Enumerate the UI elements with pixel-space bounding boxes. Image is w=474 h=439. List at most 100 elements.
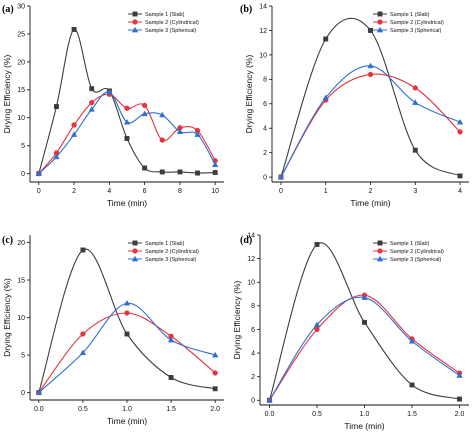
- data-point: [124, 331, 130, 337]
- data-point: [106, 88, 113, 95]
- legend-entry: Sample 2 (Cylindrical): [145, 20, 199, 26]
- legend-marker: [376, 26, 384, 33]
- series-2: [36, 91, 218, 177]
- panel-label: (b): [240, 4, 252, 15]
- chart-panel-3: (c) 0 5 10 15 20 0.0 0.5 1.0 1.5 2.0 Time (min) Dryi…: [2, 235, 224, 426]
- panel-label: (c): [2, 235, 13, 246]
- series-1: [36, 247, 218, 395]
- series-1: [36, 27, 218, 177]
- legend-entry: Sample 1 (Slab): [145, 12, 185, 18]
- data-point: [266, 397, 273, 403]
- series-line: [38, 248, 216, 393]
- series-line: [269, 294, 460, 401]
- legend-entry: Sample 3 (Spherical): [145, 28, 197, 34]
- data-point: [70, 131, 78, 137]
- panel-label: (a): [2, 4, 14, 15]
- legend-entry: Sample 1 (Slab): [390, 241, 430, 247]
- y-tick-label: 4: [263, 126, 267, 133]
- legend-marker: [132, 240, 138, 246]
- legend-marker: [377, 248, 383, 254]
- data-point: [89, 100, 95, 106]
- series-line: [38, 91, 216, 175]
- y-tick-label: 20: [17, 59, 25, 66]
- legend-marker: [377, 240, 383, 246]
- data-point: [314, 241, 320, 247]
- x-axis-label: Time (min): [107, 416, 147, 426]
- x-axis-label: Time (min): [344, 421, 384, 431]
- series-line: [269, 296, 460, 401]
- data-point: [141, 110, 148, 117]
- data-point: [71, 122, 77, 128]
- data-point: [412, 99, 419, 105]
- legend-marker: [132, 11, 138, 17]
- data-point: [80, 331, 86, 337]
- legend-entry: Sample 2 (Cylindrical): [390, 249, 444, 255]
- legend-entry: Sample 2 (Cylindrical): [145, 249, 199, 255]
- chart-panel-1: (a) 0 5 10 15 20 25 30 0 2 4 6 8 10 Time (min) Drying E…: [2, 3, 224, 208]
- data-point: [457, 396, 462, 402]
- data-point: [89, 86, 95, 92]
- y-tick-label: 14: [247, 232, 255, 239]
- legend-entry: Sample 1 (Slab): [390, 12, 430, 18]
- data-point: [323, 36, 329, 42]
- data-point: [408, 337, 416, 344]
- x-tick-label: 2.0: [455, 411, 465, 418]
- x-tick-label: 0.5: [312, 411, 322, 418]
- legend-marker: [131, 26, 139, 33]
- data-point: [124, 135, 130, 141]
- x-tick-label: 1.0: [360, 411, 370, 418]
- legend-marker: [132, 19, 138, 25]
- data-point: [35, 389, 42, 395]
- series-3: [277, 62, 464, 180]
- data-point: [412, 147, 418, 153]
- series-3: [35, 299, 219, 395]
- data-point: [212, 370, 218, 376]
- x-axis-label: Time (min): [107, 198, 147, 208]
- x-tick-label: 1: [324, 188, 328, 195]
- series-3: [35, 88, 219, 176]
- x-tick-label: 0.0: [265, 411, 275, 418]
- data-point: [457, 173, 463, 179]
- y-tick-label: 14: [259, 3, 267, 10]
- data-point: [367, 62, 374, 69]
- x-tick-label: 0: [279, 188, 283, 195]
- data-point: [409, 382, 415, 388]
- data-point: [456, 372, 463, 378]
- y-axis-label: Drying Efficiency (%): [232, 280, 242, 359]
- data-point: [159, 137, 165, 143]
- data-point: [35, 170, 42, 176]
- y-tick-label: 8: [263, 77, 267, 84]
- series-2: [36, 310, 218, 396]
- y-tick-label: 25: [17, 31, 25, 38]
- data-point: [53, 153, 60, 160]
- y-tick-label: 12: [247, 256, 255, 263]
- legend-marker: [377, 19, 383, 25]
- chart-panel-4: (d) 0 2 4 6 8 10 12 14 0.0 0.5 1.0 1.5 2.0 Time (min) D…: [232, 232, 469, 431]
- y-axis-label: Drying Efficiency (%): [2, 278, 12, 357]
- y-tick-label: 0: [263, 175, 267, 182]
- x-tick-label: 6: [143, 188, 147, 195]
- y-tick-label: 2: [263, 150, 267, 157]
- data-point: [361, 294, 368, 300]
- y-axis-label: Drying Efficiency (%): [2, 54, 12, 133]
- y-tick-label: 5: [21, 143, 25, 150]
- y-tick-label: 20: [17, 240, 25, 247]
- legend: Sample 1 (Slab) Sample 2 (Cylindrical) Sam…: [128, 11, 199, 34]
- legend-marker: [131, 255, 139, 262]
- y-tick-label: 15: [17, 277, 25, 284]
- data-point: [212, 351, 219, 358]
- y-tick-label: 6: [263, 101, 267, 108]
- data-point: [176, 128, 184, 135]
- x-tick-label: 4: [458, 188, 462, 195]
- x-tick-label: 0.0: [34, 406, 44, 413]
- legend-marker: [132, 248, 138, 254]
- data-point: [212, 161, 219, 167]
- legend-entry: Sample 3 (Spherical): [390, 28, 442, 34]
- x-tick-label: 0.5: [78, 406, 88, 413]
- data-point: [142, 165, 148, 171]
- series-3: [266, 294, 463, 403]
- data-point: [212, 386, 218, 392]
- data-point: [124, 105, 130, 111]
- y-tick-label: 10: [17, 115, 25, 122]
